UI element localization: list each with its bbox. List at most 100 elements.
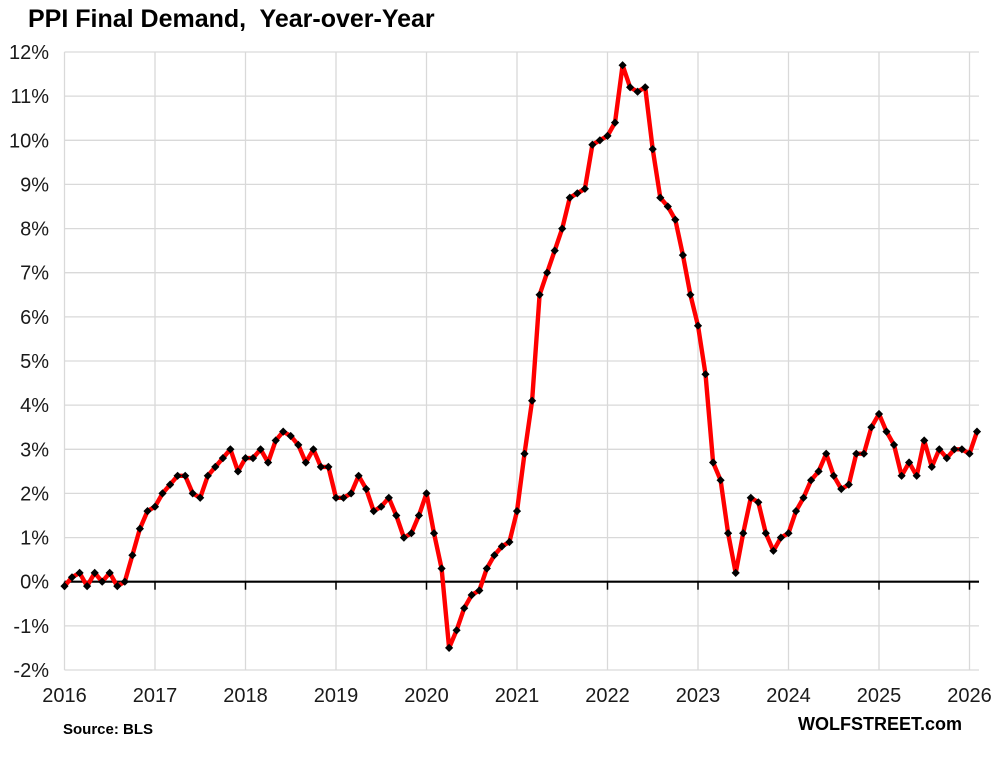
data-point-marker: [83, 582, 92, 591]
data-point-marker: [822, 449, 831, 458]
data-point-marker: [814, 467, 823, 476]
y-axis-tick-label: 7%: [20, 263, 49, 285]
data-point-marker: [166, 480, 175, 489]
data-point-marker: [271, 436, 280, 445]
data-point-marker: [98, 577, 107, 586]
x-axis-tick-label: 2022: [585, 685, 630, 707]
data-point-marker: [852, 449, 861, 458]
data-point-marker: [392, 511, 401, 520]
data-point-marker: [739, 529, 748, 538]
data-point-marker: [414, 511, 423, 520]
data-point-marker: [754, 498, 763, 507]
y-axis-tick-label: 3%: [20, 439, 49, 461]
data-point-marker: [399, 533, 408, 542]
data-point-marker: [761, 529, 770, 538]
data-point-marker: [603, 131, 612, 140]
x-axis-tick-label: 2016: [42, 685, 87, 707]
data-point-marker: [505, 537, 514, 547]
x-axis-tick-label: 2024: [766, 685, 811, 707]
y-axis-tick-label: 8%: [20, 219, 49, 241]
watermark-wolfstreet: WOLFSTREET.com: [797, 714, 962, 734]
data-point-marker: [716, 476, 725, 485]
data-point-marker: [769, 546, 778, 555]
data-point-marker: [807, 476, 816, 485]
x-axis-tick-label: 2023: [676, 685, 721, 707]
data-point-marker: [324, 462, 333, 471]
data-point-marker: [218, 454, 227, 463]
data-point-marker: [867, 423, 876, 432]
data-point-marker: [181, 471, 190, 480]
data-point-marker: [897, 471, 906, 480]
y-axis-tick-label: -2%: [13, 660, 49, 682]
data-point-marker: [965, 449, 974, 458]
data-point-marker: [422, 489, 431, 498]
data-point-marker: [173, 471, 182, 480]
data-point-marker: [912, 471, 921, 480]
data-point-marker: [248, 454, 258, 463]
source-note: Source: BLS: [63, 721, 154, 738]
data-point-marker: [347, 489, 356, 498]
x-axis-tick-label: 2025: [857, 685, 902, 707]
data-point-marker: [226, 445, 235, 454]
x-axis-tick-label: 2019: [314, 685, 359, 707]
data-point-marker: [445, 643, 454, 652]
y-axis-tick-label: 5%: [20, 351, 49, 373]
data-point-marker: [135, 524, 144, 533]
data-point-marker: [467, 590, 476, 600]
data-point-marker: [490, 551, 499, 560]
data-point-marker: [377, 502, 386, 511]
data-point-marker: [460, 604, 469, 613]
data-point-marker: [105, 568, 114, 577]
y-axis-tick-label: 1%: [20, 528, 49, 550]
chart-title: PPI Final Demand, Year-over-Year: [28, 5, 435, 33]
data-point-marker: [791, 507, 801, 516]
data-point-marker: [927, 462, 936, 471]
data-point-marker: [362, 484, 371, 494]
data-point-marker: [889, 440, 899, 449]
data-point-marker: [626, 83, 635, 92]
data-point-marker: [452, 626, 461, 635]
y-axis-tick-label: 12%: [9, 42, 49, 64]
data-point-marker: [256, 445, 265, 454]
data-point-marker: [475, 586, 484, 595]
y-axis-tick-label: 9%: [20, 174, 49, 196]
data-point-marker: [799, 493, 808, 502]
y-axis-tick-label: 11%: [10, 86, 49, 108]
data-point-marker: [497, 542, 506, 551]
data-point-marker: [844, 480, 853, 489]
data-point-marker: [874, 409, 884, 419]
data-point-marker: [60, 582, 69, 591]
data-point-marker: [535, 290, 544, 299]
x-axis-tick-label: 2021: [495, 685, 540, 707]
data-point-marker: [905, 458, 914, 467]
data-point-marker: [528, 396, 537, 405]
data-point-marker: [935, 445, 944, 454]
data-point-marker: [233, 467, 243, 476]
data-point-marker: [731, 568, 740, 577]
data-point-marker: [188, 489, 197, 498]
data-point-marker: [588, 140, 597, 149]
data-point-marker: [520, 449, 529, 458]
y-axis-tick-label: 4%: [20, 395, 49, 417]
data-point-marker: [709, 458, 718, 467]
data-point-marker: [573, 189, 582, 198]
data-point-marker: [150, 502, 160, 511]
data-point-marker: [829, 471, 838, 480]
data-point-marker: [942, 454, 951, 463]
data-point-marker: [663, 202, 672, 211]
data-point-marker: [957, 445, 966, 454]
data-point-marker: [784, 529, 793, 538]
data-point-marker: [558, 224, 567, 233]
data-point-marker: [354, 471, 363, 480]
data-point-marker: [158, 489, 167, 498]
data-point-marker: [859, 449, 868, 458]
data-point-marker: [369, 507, 378, 516]
data-point-marker: [693, 321, 703, 330]
data-point-marker: [686, 290, 695, 299]
data-point-marker: [75, 568, 84, 577]
data-point-marker: [641, 83, 650, 92]
data-point-marker: [776, 533, 785, 542]
data-point-marker: [671, 215, 680, 224]
data-point-marker: [203, 471, 212, 480]
